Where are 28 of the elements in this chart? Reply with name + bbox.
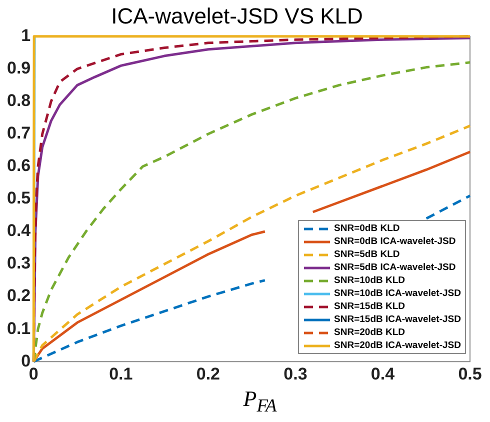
- x-axis-title: P$_{FA}$: [242, 386, 278, 416]
- x-tick-label: 0.3: [284, 364, 308, 384]
- y-tick-label: 0.8: [6, 91, 31, 110]
- legend-label: SNR=20dB ICA-wavelet-JSD: [334, 340, 461, 351]
- y-tick-label: 0.5: [6, 188, 31, 208]
- y-tick-label: 0.2: [6, 286, 31, 306]
- y-tick-label: 0.3: [6, 254, 31, 273]
- x-tick-label: 0.2: [196, 364, 220, 384]
- legend-label: SNR=5dB KLD: [334, 249, 400, 260]
- x-tick-label: 0.1: [109, 364, 133, 384]
- y-tick-label: 0: [21, 351, 31, 370]
- x-tick-label: 0.5: [458, 364, 482, 384]
- y-tick-label: 0.9: [6, 58, 31, 78]
- legend-label: SNR=20dB KLD: [334, 327, 406, 338]
- y-tick-label: 1: [21, 26, 31, 46]
- legend-label: SNR=0dB ICA-wavelet-JSD: [334, 236, 456, 247]
- y-tick-label: 0.1: [6, 318, 31, 338]
- chart-title: ICA-wavelet-JSD VS KLD: [111, 3, 363, 28]
- y-tick-label: 0.6: [6, 156, 31, 176]
- y-tick-label: 0.4: [6, 221, 32, 240]
- legend-label: SNR=5dB ICA-wavelet-JSD: [334, 262, 456, 273]
- y-tick-label: 0.7: [6, 124, 31, 143]
- x-tick-label: 0.4: [370, 364, 396, 384]
- legend-label: SNR=0dB KLD: [334, 223, 400, 234]
- legend-label: SNR=10dB KLD: [334, 275, 406, 286]
- legend-label: SNR=15dB KLD: [334, 301, 406, 312]
- legend-label: SNR=10dB ICA-wavelet-JSD: [334, 288, 461, 299]
- legend-label: SNR=15dB ICA-wavelet-JSD: [334, 314, 461, 325]
